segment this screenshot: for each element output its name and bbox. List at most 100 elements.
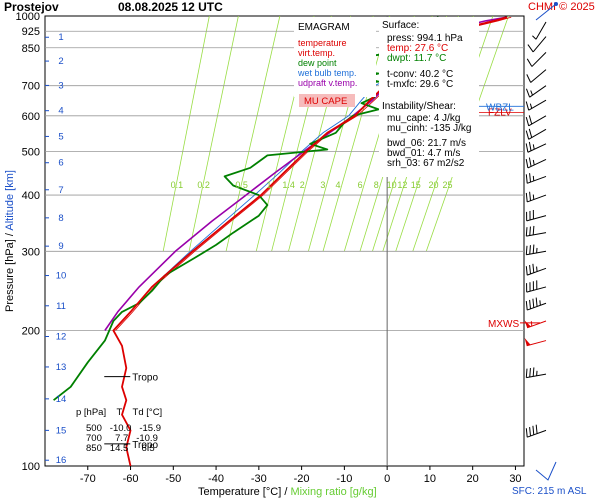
- pressure-tick-label: 925: [22, 26, 40, 38]
- mixing-ratio-label: 8: [374, 180, 379, 190]
- wind-barb-flag: [529, 299, 531, 309]
- wind-barb-flag: [525, 101, 530, 111]
- mu-cinh-label: mu_cinh:: [387, 123, 428, 134]
- bwd06-row: bwd_06: 21.7 m/s: [387, 138, 466, 149]
- x-tick-label: -20: [294, 473, 310, 485]
- altitude-tick-label: 11: [56, 301, 66, 312]
- levels-row-700: 700 7.7 -10.9: [86, 433, 158, 444]
- altitude-tick-label: 2: [58, 56, 63, 67]
- levels-row-td: -10.9: [136, 433, 158, 444]
- wind-barb-flag: [525, 174, 528, 184]
- wind-barb-shaft: [527, 302, 547, 311]
- wind-barb-flag: [529, 226, 531, 236]
- mixing-ratio-label: 12: [397, 180, 407, 190]
- x-axis-title-mixing: Mixing ratio [g/kg]: [290, 486, 377, 498]
- mu-cape-row: mu_cape: 4 J/kg: [387, 113, 460, 124]
- levels-row-td: -15.9: [139, 423, 162, 434]
- x-axis-title-temperature: Temperature [°C]: [198, 486, 282, 498]
- wind-barb-flag: [529, 191, 531, 201]
- x-tick-label: -70: [80, 473, 96, 485]
- wind-barb-pennant: [524, 338, 531, 346]
- mu-cinh-row: mu_cinh: -135 J/kg: [387, 123, 472, 134]
- surface-tconv-value: 40.2 °C: [419, 69, 454, 80]
- x-tick-label: 0: [384, 473, 390, 485]
- altitude-tick-label: 5: [58, 131, 63, 142]
- altitude-tick-label: 16: [56, 455, 67, 466]
- altitude-tick-label: 12: [56, 331, 67, 342]
- wind-barb-shaft: [526, 286, 547, 293]
- mixing-ratio-label: 25: [442, 180, 452, 190]
- pressure-tick-label: 500: [22, 146, 40, 158]
- wind-barb-flag: [528, 157, 532, 167]
- mixing-ratio-label: 4: [335, 180, 340, 190]
- surface-tmxfc-row: t-mxfc: 29.6 °C: [387, 79, 453, 90]
- x-tick-label: -50: [165, 473, 181, 485]
- wind-barb-shaft: [528, 128, 547, 140]
- wind-barb-shaft: [529, 85, 547, 98]
- wind-barb: [525, 297, 547, 311]
- wind-barb-shaft: [526, 215, 547, 222]
- x-tick-label: -10: [336, 473, 352, 485]
- y-axis-title-ylabel_altitude: Altitude [km]: [4, 170, 16, 233]
- legend-virt-temp: virt.temp.: [298, 48, 335, 58]
- wind-barb-flag: [535, 424, 538, 434]
- mixing-ratio-label: 0.2: [197, 180, 210, 190]
- x-tick-label: -40: [208, 473, 224, 485]
- wind-barb-shaft: [527, 143, 547, 153]
- wind-barb-flag: [529, 264, 531, 274]
- wind-barb-shaft: [526, 250, 547, 256]
- pressure-tick-label: 300: [22, 246, 40, 258]
- wind-barb: [526, 69, 547, 83]
- pressure-tick-label: 100: [22, 461, 40, 473]
- wind-barb-flag: [525, 368, 528, 378]
- wind-barb: [526, 210, 547, 222]
- surface-tconv-row: t-conv: 40.2 °C: [387, 69, 454, 80]
- wind-barb-flag: [525, 158, 529, 168]
- wind-barb-flag: [529, 245, 531, 255]
- wind-barb: [525, 115, 547, 127]
- wind-barb-flag: [527, 44, 534, 53]
- pressure-tick-label: 400: [22, 190, 40, 202]
- wind-barb-flag: [535, 297, 538, 307]
- wind-barb-flag: [532, 298, 535, 308]
- bwd06-label: bwd_06:: [387, 138, 425, 149]
- levels-col-p: p [hPa]: [76, 407, 107, 418]
- wind-barb-half-flag: [530, 90, 533, 96]
- wind-barb-flag: [525, 428, 528, 438]
- levels-row-p: 700: [86, 433, 102, 444]
- mixing-ratio-line: [162, 16, 210, 252]
- surface-title: Surface:: [382, 20, 420, 31]
- wind-barb-half-flag: [532, 159, 535, 166]
- legend-title: EMAGRAM: [298, 22, 350, 33]
- wind-barb-shaft: [527, 320, 547, 329]
- mixing-ratio-label: 1.4: [282, 180, 295, 190]
- wind-barb-shaft: [527, 429, 547, 438]
- srh03-label: srh_03:: [387, 158, 421, 169]
- surface-temp-label: temp:: [387, 43, 413, 54]
- x-axis-title-sep: /: [284, 486, 288, 498]
- top-wind-arrow: [535, 3, 557, 21]
- wind-barb-shaft: [535, 21, 547, 40]
- mixing-ratio-label: 2: [300, 180, 305, 190]
- mixing-ratio-label: 20: [428, 180, 438, 190]
- mixing-ratio-label: 1: [267, 180, 272, 190]
- surface-wind-arrow: [535, 461, 557, 481]
- pressure-tick-label: 700: [22, 81, 40, 93]
- levels-row-500: 500 -10.0 -15.9: [86, 423, 162, 434]
- levels-row-p: 500: [86, 423, 102, 434]
- wind-barb-flag: [525, 192, 528, 202]
- levels-table-header: p [hPa] T Td [°C]: [76, 407, 162, 418]
- fzlv-label: FZLV: [488, 108, 512, 119]
- pressure-tick-label: 200: [22, 326, 40, 338]
- wind-barb-shaft: [526, 340, 547, 347]
- pressure-tick-label: 850: [22, 43, 40, 55]
- surface-tmxfc-label: t-mxfc:: [387, 79, 417, 90]
- altitude-tick-label: 15: [56, 425, 67, 436]
- wind-barb: [525, 424, 547, 438]
- mu-cape-badge-label: MU CAPE: [304, 96, 347, 107]
- levels-row-p: 850: [86, 443, 102, 454]
- wind-barb: [525, 173, 547, 184]
- altitude-tick-label: 6: [58, 158, 63, 169]
- surface-tconv-label: t-conv:: [387, 69, 418, 80]
